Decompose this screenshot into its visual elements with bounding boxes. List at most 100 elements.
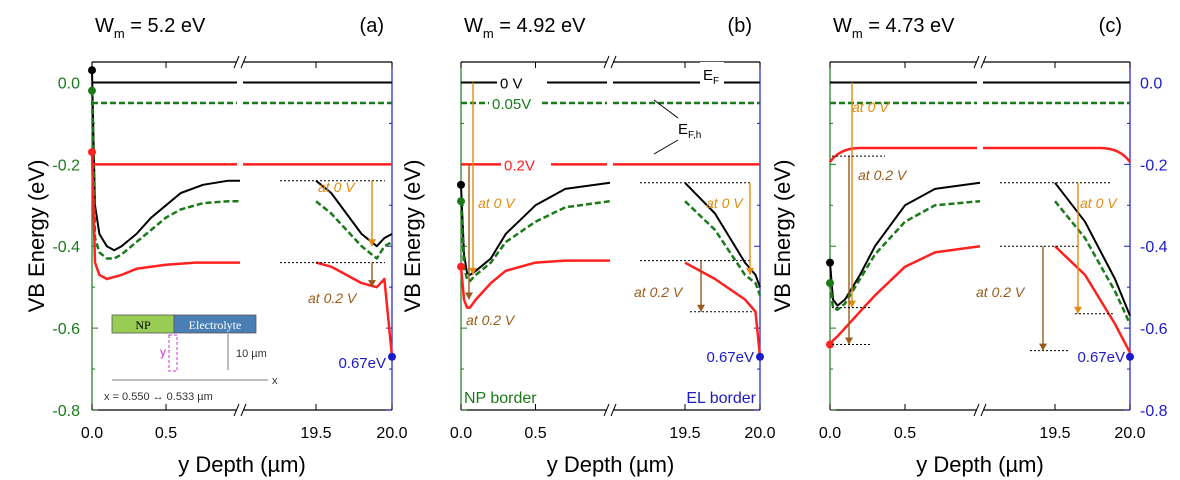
- efh-sub: F,h: [688, 130, 701, 141]
- annotation-label: at 0 V: [852, 99, 890, 115]
- axis-break-mark: [610, 403, 617, 417]
- y-tick-label: -0.6: [52, 321, 80, 338]
- panel-label: (b): [728, 15, 752, 37]
- annotation-label: at 0 V: [1080, 195, 1118, 211]
- panel-a: 0.0-0.2-0.4-0.6-0.80.0 0.5 19.5 20.0y Depth…: [24, 15, 408, 477]
- annotation-label: 0.67eV: [338, 355, 386, 372]
- fermi-level-line: [828, 146, 977, 163]
- y-axis-label: VB Energy (eV): [770, 160, 795, 313]
- vb-curve: [459, 259, 762, 357]
- fermi-label: 0.2V: [504, 157, 535, 174]
- arrow-head: [469, 267, 477, 275]
- axis-break-mark: [610, 55, 617, 69]
- title-main: W: [95, 15, 114, 37]
- title-rest: = 4.73 eV: [863, 15, 955, 37]
- electrolyte-box: [173, 314, 257, 334]
- annotation-label: at 0 V: [318, 179, 356, 195]
- y-tick-label-right: -0.8: [1140, 403, 1168, 420]
- panel-title: Wm = 5.2 eV: [95, 15, 206, 41]
- y-axis-label: VB Energy (eV): [400, 160, 425, 313]
- axis-break-mark: [233, 55, 240, 69]
- y-tick-label: -0.2: [52, 157, 80, 174]
- efh-pointer: [653, 99, 679, 119]
- vb-curve: [90, 152, 394, 357]
- annotation-label: at 0.2 V: [634, 284, 684, 300]
- x-tick-label: 20.0: [1114, 425, 1145, 442]
- ef-main: E: [703, 67, 713, 84]
- axis-break-mark: [240, 55, 247, 69]
- title-main: W: [833, 15, 852, 37]
- x-tick-label: 0.5: [894, 425, 916, 442]
- y-tick-label-right: 0.0: [1140, 75, 1162, 92]
- boundary-point-right: [388, 352, 396, 361]
- efh-label: EF,h: [678, 121, 701, 141]
- x-axis-label: y Depth (µm): [547, 452, 675, 477]
- boundary-point: [88, 148, 96, 157]
- arrow-head: [1039, 343, 1047, 351]
- y-axis-label: VB Energy (eV): [24, 160, 49, 313]
- ef-label: EF: [703, 67, 719, 87]
- title-rest: = 5.2 eV: [125, 15, 206, 37]
- panel-title: Wm = 4.73 eV: [833, 15, 955, 41]
- annotation-label: 0.67eV: [1077, 349, 1125, 366]
- vb-curve: [91, 70, 393, 252]
- y-tick-label: -0.8: [52, 403, 80, 420]
- annotation-label: at 0.2 V: [308, 290, 358, 306]
- label-bg: [497, 73, 547, 92]
- vb-curve: [828, 199, 1132, 325]
- boundary-point: [826, 279, 834, 288]
- vb-curve: [459, 199, 762, 296]
- axis-break-mark: [233, 403, 240, 417]
- x-tick-label: 19.5: [669, 425, 700, 442]
- np-label: NP: [135, 318, 151, 332]
- title-rest: = 4.92 eV: [494, 15, 586, 37]
- boundary-point: [88, 86, 96, 95]
- vb-curve: [828, 244, 1132, 354]
- axis-break-mark: [980, 403, 987, 417]
- fermi-label: 0 V: [500, 75, 523, 92]
- arrow-head: [368, 280, 376, 288]
- x-tick-label: 20.0: [376, 425, 407, 442]
- boundary-point: [457, 180, 465, 189]
- annotation-label: at 0 V: [478, 195, 516, 211]
- x-tick-label: 0.5: [524, 425, 546, 442]
- boundary-point: [88, 66, 96, 75]
- label-bg: [501, 155, 551, 174]
- panel-label: (c): [1099, 15, 1122, 37]
- arrow-head: [465, 292, 473, 300]
- el-border-label: EL border: [686, 390, 756, 407]
- y-tick-label-right: -0.2: [1140, 157, 1168, 174]
- annotation-label: at 0.2 V: [858, 167, 908, 183]
- arrow-head: [845, 337, 853, 345]
- axis-break-mark: [603, 55, 610, 69]
- depth-label: 10 µm: [236, 348, 267, 360]
- arrow-head: [1074, 306, 1082, 314]
- arrow-head: [368, 239, 376, 247]
- ef-sub: F: [713, 76, 719, 87]
- vb-curve: [460, 181, 761, 288]
- boundary-point: [826, 258, 834, 267]
- inset-bottom-label: x = 0.550 ↔ 0.533 µm: [104, 391, 213, 403]
- x-tick-label: 0.5: [155, 425, 177, 442]
- axis-break-mark: [973, 55, 980, 69]
- x-tick-label: 0.0: [819, 425, 841, 442]
- arrow-head: [746, 267, 754, 275]
- panel-b: 0.0 0.5 19.5 20.0 y Depth (µm) VB Energy (eV)…: [400, 15, 776, 477]
- axis-break-mark: [973, 403, 980, 417]
- y-tick-label-right: -0.6: [1140, 321, 1168, 338]
- x-tick-label: 20.0: [744, 425, 775, 442]
- inset-y-label: y: [160, 345, 166, 359]
- efh-main: E: [678, 121, 688, 138]
- annotation-label: at 0 V: [706, 195, 744, 211]
- inset-diagram: NP Electrolyte y 10 µm x x = 0.550 ↔ 0.533 µm: [104, 314, 278, 403]
- title-sub: m: [852, 26, 863, 41]
- boundary-point-right: [756, 352, 764, 361]
- boundary-point: [457, 262, 465, 271]
- label-bg: [700, 62, 724, 84]
- annotation-label: at 0.2 V: [466, 312, 516, 328]
- electrolyte-label: Electrolyte: [189, 318, 242, 332]
- panel-label: (a): [360, 15, 384, 37]
- arrow-head: [697, 304, 705, 312]
- label-bg: [489, 93, 539, 112]
- x-tick-label: 0.0: [450, 425, 472, 442]
